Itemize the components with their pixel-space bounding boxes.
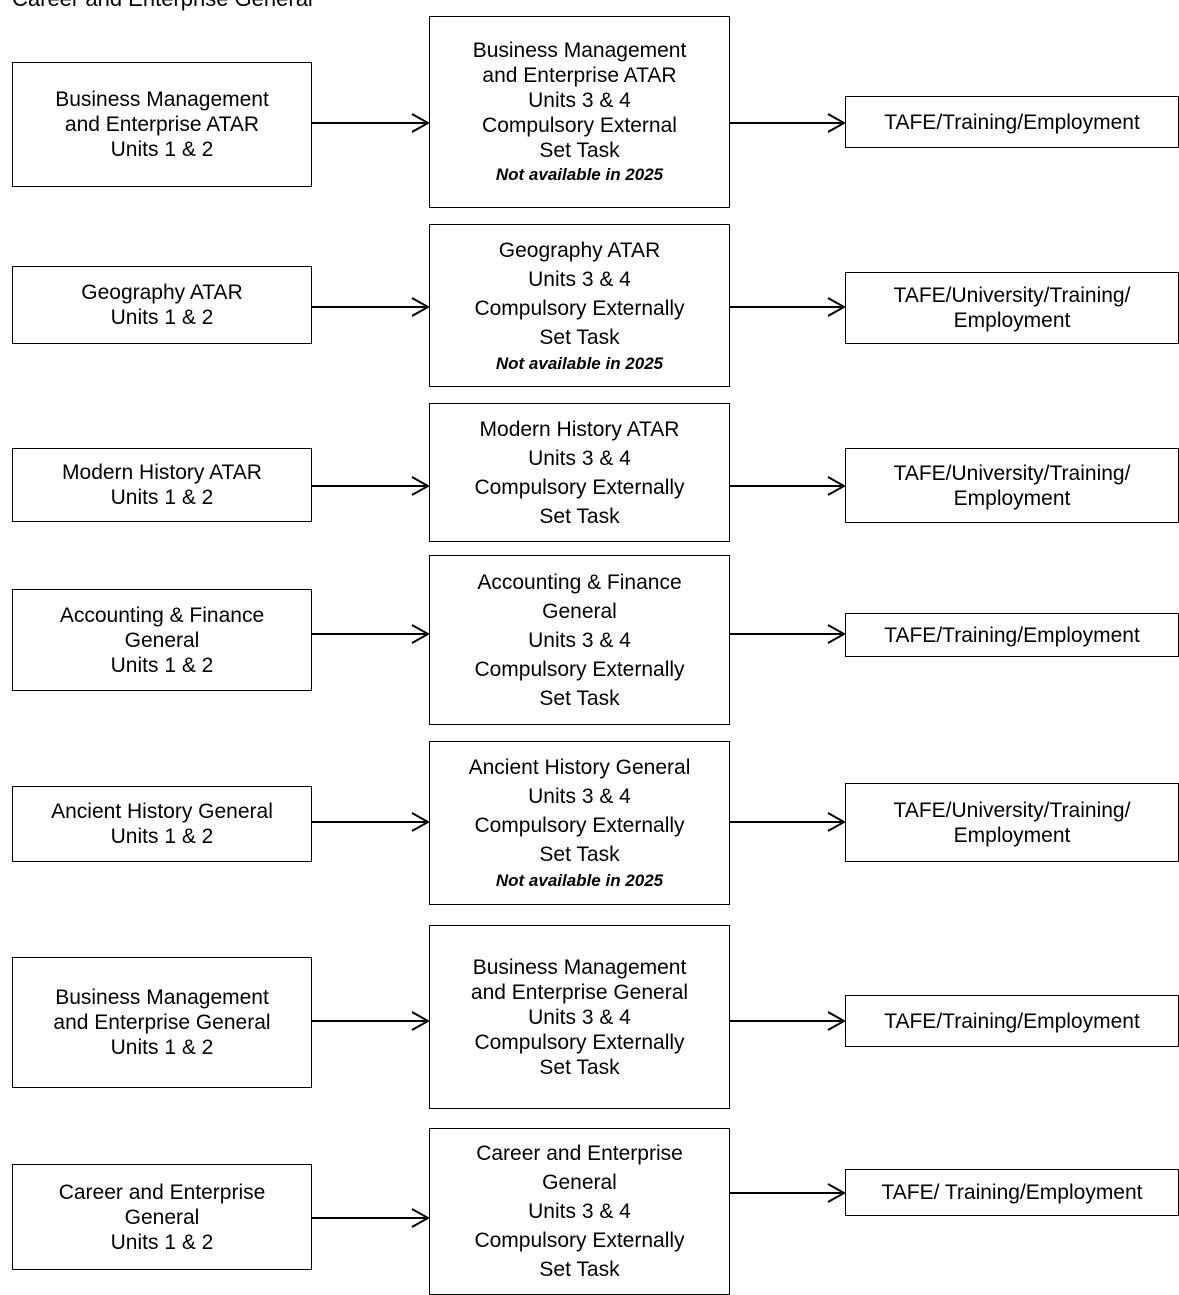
left-box-5: Ancient History General Units 1 & 2 xyxy=(12,786,312,862)
arrow-left-to-middle-6 xyxy=(312,1011,431,1031)
arrow-middle-to-right-5 xyxy=(730,812,847,832)
middle-box-line: Set Task xyxy=(539,843,620,866)
left-box-line: Units 1 & 2 xyxy=(110,1036,214,1059)
arrow-left-to-middle-5 xyxy=(312,812,431,832)
middle-box-line: and Enterprise General xyxy=(470,980,689,1004)
right-box-6: TAFE/Training/Employment xyxy=(845,995,1179,1047)
right-box-line: TAFE/University/Training/ xyxy=(893,798,1131,822)
left-box-line: Units 1 & 2 xyxy=(110,138,214,161)
right-box-1: TAFE/Training/Employment xyxy=(845,96,1179,148)
left-box-2: Geography ATAR Units 1 & 2 xyxy=(12,266,312,344)
middle-box-line: Career and Enterprise xyxy=(476,1142,683,1165)
left-box-line: Units 1 & 2 xyxy=(110,486,214,509)
middle-box-line: General xyxy=(542,599,617,623)
availability-note: Not available in 2025 xyxy=(495,164,664,184)
right-box-line: Employment xyxy=(953,823,1071,847)
right-box-5: TAFE/University/Training/Employment xyxy=(845,783,1179,862)
arrow-middle-to-right-4 xyxy=(730,624,847,644)
arrow-middle-to-right-6 xyxy=(730,1011,847,1031)
middle-box-line: Units 3 & 4 xyxy=(528,446,631,470)
middle-box-line: Compulsory Externally xyxy=(474,657,685,681)
arrow-middle-to-right-3 xyxy=(730,476,847,496)
arrow-left-to-middle-3 xyxy=(312,476,431,496)
left-box-1: Business Management and Enterprise ATAR Un… xyxy=(12,62,312,187)
left-box-line: Units 1 & 2 xyxy=(110,1230,214,1254)
left-box-line: Accounting & Finance xyxy=(59,603,265,627)
right-box-2: TAFE/University/Training/Employment xyxy=(845,272,1179,344)
left-box-line: Units 1 & 2 xyxy=(110,653,214,677)
arrow-left-to-middle-2 xyxy=(312,297,431,317)
middle-box-line: Geography ATAR xyxy=(498,238,661,262)
right-box-line: TAFE/Training/Employment xyxy=(884,110,1140,134)
left-box-line: General xyxy=(124,1205,200,1229)
middle-box-line: Set Task xyxy=(539,325,620,349)
availability-note: Not available in 2025 xyxy=(495,871,664,890)
right-box-line: TAFE/ Training/Employment xyxy=(881,1181,1143,1204)
middle-box-line: Ancient History General xyxy=(468,756,691,779)
right-box-line: TAFE/University/Training/ xyxy=(893,284,1131,307)
availability-note: Not available in 2025 xyxy=(495,353,664,373)
left-box-line: Business Management xyxy=(55,986,269,1009)
middle-box-line: Units 3 & 4 xyxy=(528,88,631,112)
middle-box-6: Business Management and Enterprise Genera… xyxy=(429,925,730,1109)
right-box-7: TAFE/ Training/Employment xyxy=(845,1169,1179,1216)
left-box-line: Units 1 & 2 xyxy=(110,825,214,848)
middle-box-line: Units 3 & 4 xyxy=(528,785,631,808)
middle-box-line: Units 3 & 4 xyxy=(528,267,631,291)
left-box-6: Business Management and Enterprise Genera… xyxy=(12,957,312,1088)
arrow-middle-to-right-7 xyxy=(730,1183,847,1203)
left-box-4: Accounting & Finance General Units 1 & 2 xyxy=(12,589,312,691)
middle-box-line: Compulsory Externally xyxy=(474,1030,685,1054)
middle-box-7: Career and Enterprise General Units 3 & 4 C… xyxy=(429,1128,730,1295)
arrow-middle-to-right-2 xyxy=(730,297,847,317)
middle-box-line: Business Management xyxy=(472,38,687,62)
right-box-line: Employment xyxy=(953,309,1071,332)
left-box-3: Modern History ATAR Units 1 & 2 xyxy=(12,448,312,522)
left-box-line: and Enterprise ATAR xyxy=(64,113,260,136)
middle-box-line: Compulsory Externally xyxy=(474,1229,685,1252)
left-box-line: Career and Enterprise xyxy=(58,1180,266,1204)
middle-box-line: Units 3 & 4 xyxy=(528,1200,631,1223)
middle-box-line: Set Task xyxy=(539,1258,620,1281)
middle-box-line: General xyxy=(542,1171,617,1194)
middle-box-3: Modern History ATAR Units 3 & 4 Compulsory… xyxy=(429,403,730,542)
middle-box-line: Units 3 & 4 xyxy=(528,628,631,652)
arrow-left-to-middle-1 xyxy=(312,113,431,133)
middle-box-line: Set Task xyxy=(539,686,620,710)
left-box-line: Modern History ATAR xyxy=(62,461,262,484)
middle-box-line: Set Task xyxy=(539,138,620,162)
right-box-line: TAFE/University/Training/ xyxy=(893,461,1131,485)
middle-box-line: Accounting & Finance xyxy=(477,570,682,594)
middle-box-5: Ancient History General Units 3 & 4 Compul… xyxy=(429,741,730,905)
middle-box-line: Compulsory Externally xyxy=(474,814,685,837)
right-box-line: Employment xyxy=(953,486,1071,510)
arrow-middle-to-right-1 xyxy=(730,113,847,133)
left-box-7: Career and Enterprise General Units 1 & 2 xyxy=(12,1164,312,1270)
right-box-line: TAFE/Training/Employment xyxy=(884,623,1140,647)
left-box-line: Business Management xyxy=(55,88,269,111)
left-box-line: Ancient History General xyxy=(51,800,273,823)
left-box-line: and Enterprise General xyxy=(53,1011,271,1034)
middle-box-line: Set Task xyxy=(539,504,620,528)
right-box-line: TAFE/Training/Employment xyxy=(884,1009,1140,1033)
middle-box-line: Compulsory Externally xyxy=(474,475,685,499)
middle-box-line: Compulsory External xyxy=(482,113,677,137)
page-header: Career and Enterprise General xyxy=(12,0,313,12)
middle-box-line: Compulsory Externally xyxy=(474,296,685,320)
right-box-3: TAFE/University/Training/Employment xyxy=(845,448,1179,523)
arrow-left-to-middle-7 xyxy=(312,1208,431,1228)
arrow-left-to-middle-4 xyxy=(312,624,431,644)
right-box-4: TAFE/Training/Employment xyxy=(845,613,1179,657)
left-box-line: Geography ATAR xyxy=(81,281,243,304)
left-box-line: Units 1 & 2 xyxy=(110,306,214,329)
middle-box-1: Business Management and Enterprise ATAR Un… xyxy=(429,16,730,208)
middle-box-line: Units 3 & 4 xyxy=(528,1005,631,1029)
middle-box-line: Modern History ATAR xyxy=(479,417,680,441)
middle-box-2: Geography ATAR Units 3 & 4 Compulsory Exte… xyxy=(429,224,730,387)
left-box-line: General xyxy=(124,628,200,652)
middle-box-line: Set Task xyxy=(539,1055,620,1079)
middle-box-line: Business Management xyxy=(472,955,687,979)
middle-box-4: Accounting & Finance General Units 3 & 4 Co… xyxy=(429,555,730,725)
middle-box-line: and Enterprise ATAR xyxy=(482,63,677,87)
